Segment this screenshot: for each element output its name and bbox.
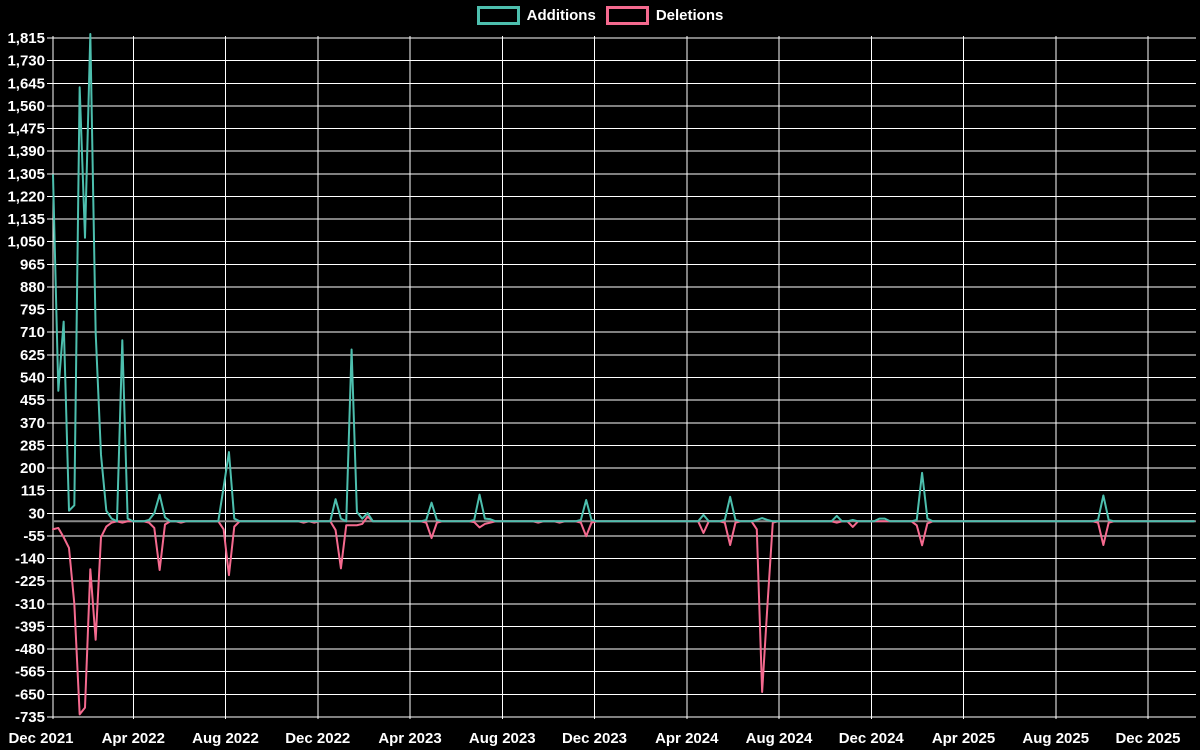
y-tick-label: 880 [20, 279, 45, 296]
x-tick-label: Dec 2022 [285, 730, 350, 747]
x-tick-label: Dec 2023 [562, 730, 627, 747]
y-tick-label: -225 [15, 573, 45, 590]
y-tick-label: 1,305 [7, 166, 45, 183]
y-tick-label: -310 [15, 596, 45, 613]
y-tick-label: 1,050 [7, 234, 45, 251]
legend: Additions Deletions [0, 6, 1200, 25]
x-tick-label: Apr 2024 [655, 730, 719, 747]
y-tick-label: 1,135 [7, 211, 45, 228]
legend-additions-label: Additions [526, 7, 596, 24]
y-tick-label: -480 [15, 641, 45, 658]
y-tick-label: -650 [15, 686, 45, 703]
deletions-swatch-icon [605, 6, 649, 25]
legend-item-deletions[interactable]: Deletions [605, 6, 724, 25]
y-tick-label: 370 [20, 415, 45, 432]
y-tick-label: 200 [20, 460, 45, 477]
y-tick-label: 710 [20, 324, 45, 341]
y-tick-label: -735 [15, 709, 45, 726]
y-tick-label: -395 [15, 618, 45, 635]
y-tick-label: 625 [20, 347, 45, 364]
y-tick-label: 285 [20, 437, 45, 454]
y-tick-label: 115 [21, 483, 45, 500]
y-tick-label: 30 [28, 505, 45, 522]
y-tick-label: 1,730 [7, 53, 45, 70]
x-tick-label: Apr 2023 [378, 730, 441, 747]
y-tick-label: -55 [23, 528, 45, 545]
y-tick-label: 1,475 [7, 121, 45, 138]
legend-item-additions[interactable]: Additions [476, 6, 596, 25]
deletions-line[interactable] [52, 515, 1195, 716]
x-tick-label: Dec 2024 [839, 730, 905, 747]
x-tick-label: Dec 2021 [8, 730, 73, 747]
legend-deletions-label: Deletions [655, 7, 724, 24]
y-tick-label: 1,220 [7, 188, 45, 205]
y-tick-label: 1,645 [7, 75, 45, 92]
x-tick-label: Aug 2023 [469, 730, 536, 747]
x-tick-label: Aug 2022 [192, 730, 259, 747]
axis-labels: Dec 2021 Apr 2022 Aug 2022 Dec 2022 Apr 2023… [7, 30, 1180, 747]
y-tick-label: 1,390 [7, 143, 45, 160]
y-tick-label: 965 [20, 256, 45, 273]
y-tick-label: 1,560 [7, 98, 45, 115]
y-tick-label: 1,815 [7, 30, 45, 47]
additions-line[interactable] [52, 33, 1195, 523]
x-tick-label: Apr 2022 [102, 730, 165, 747]
y-tick-label: -565 [15, 664, 45, 681]
x-tick-label: Apr 2025 [932, 730, 995, 747]
additions-swatch-icon [476, 6, 520, 25]
gridlines [47, 36, 1196, 719]
y-tick-label: -140 [15, 551, 45, 568]
x-tick-label: Aug 2025 [1022, 730, 1089, 747]
x-tick-label: Dec 2025 [1115, 730, 1180, 747]
y-tick-label: 455 [20, 392, 45, 409]
y-tick-label: 540 [20, 370, 45, 387]
x-tick-label: Aug 2024 [746, 730, 813, 747]
y-tick-label: 795 [20, 302, 45, 319]
